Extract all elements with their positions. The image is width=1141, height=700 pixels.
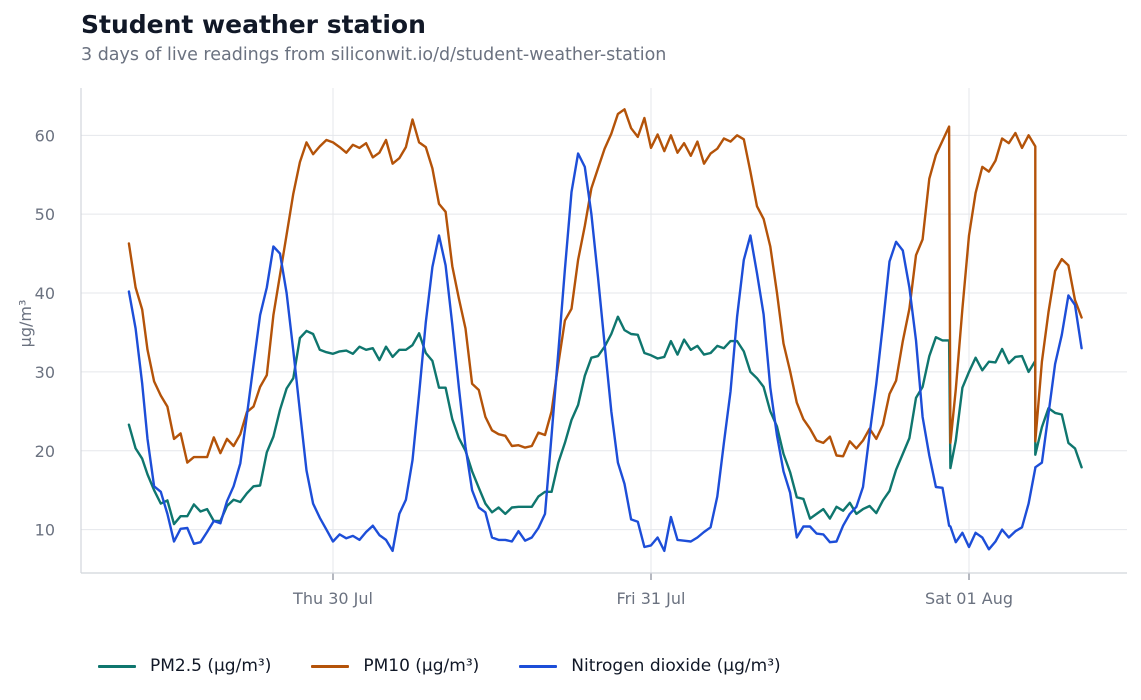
tick-labels: 10 20 30 40 50 60 Thu 30 Jul Fri 31 Jul Sat 01 A… <box>16 126 1013 608</box>
y-axis-label: µg/m³ <box>16 300 35 348</box>
x-tick-label: Thu 30 Jul <box>292 589 373 608</box>
x-tick-label: Sat 01 Aug <box>925 589 1013 608</box>
chart-title: Student weather station <box>81 10 426 39</box>
legend-swatch <box>311 664 350 668</box>
legend: PM2.5 (µg/m³) PM10 (µg/m³) Nitrogen dioxid… <box>98 656 781 676</box>
y-tick-label: 60 <box>35 126 55 145</box>
legend-label: PM2.5 (µg/m³) <box>150 656 272 676</box>
x-tick-label: Fri 31 Jul <box>617 589 686 608</box>
y-tick-label: 20 <box>35 442 55 461</box>
legend-label: PM10 (µg/m³) <box>363 656 480 676</box>
y-tick-label: 40 <box>35 284 55 303</box>
legend-label: Nitrogen dioxide (µg/m³) <box>571 656 781 676</box>
legend-item: PM10 (µg/m³) <box>311 656 479 676</box>
series-line-2 <box>127 152 1083 553</box>
chart-subtitle: 3 days of live readings from siliconwit.… <box>81 45 667 65</box>
series-line-0 <box>127 315 1083 526</box>
series-lines <box>127 108 1083 553</box>
legend-swatch <box>98 664 136 668</box>
legend-swatch <box>519 664 558 668</box>
axes <box>80 88 1127 580</box>
y-tick-label: 10 <box>35 521 55 540</box>
legend-item: PM2.5 (µg/m³) <box>98 656 271 676</box>
legend-item: Nitrogen dioxide (µg/m³) <box>519 656 781 676</box>
y-tick-label: 30 <box>35 363 55 382</box>
series-line-1 <box>127 108 1083 464</box>
chart-canvas: 10 20 30 40 50 60 Thu 30 Jul Fri 31 Jul Sat 01 A… <box>16 88 1127 608</box>
y-tick-label: 50 <box>35 205 55 224</box>
